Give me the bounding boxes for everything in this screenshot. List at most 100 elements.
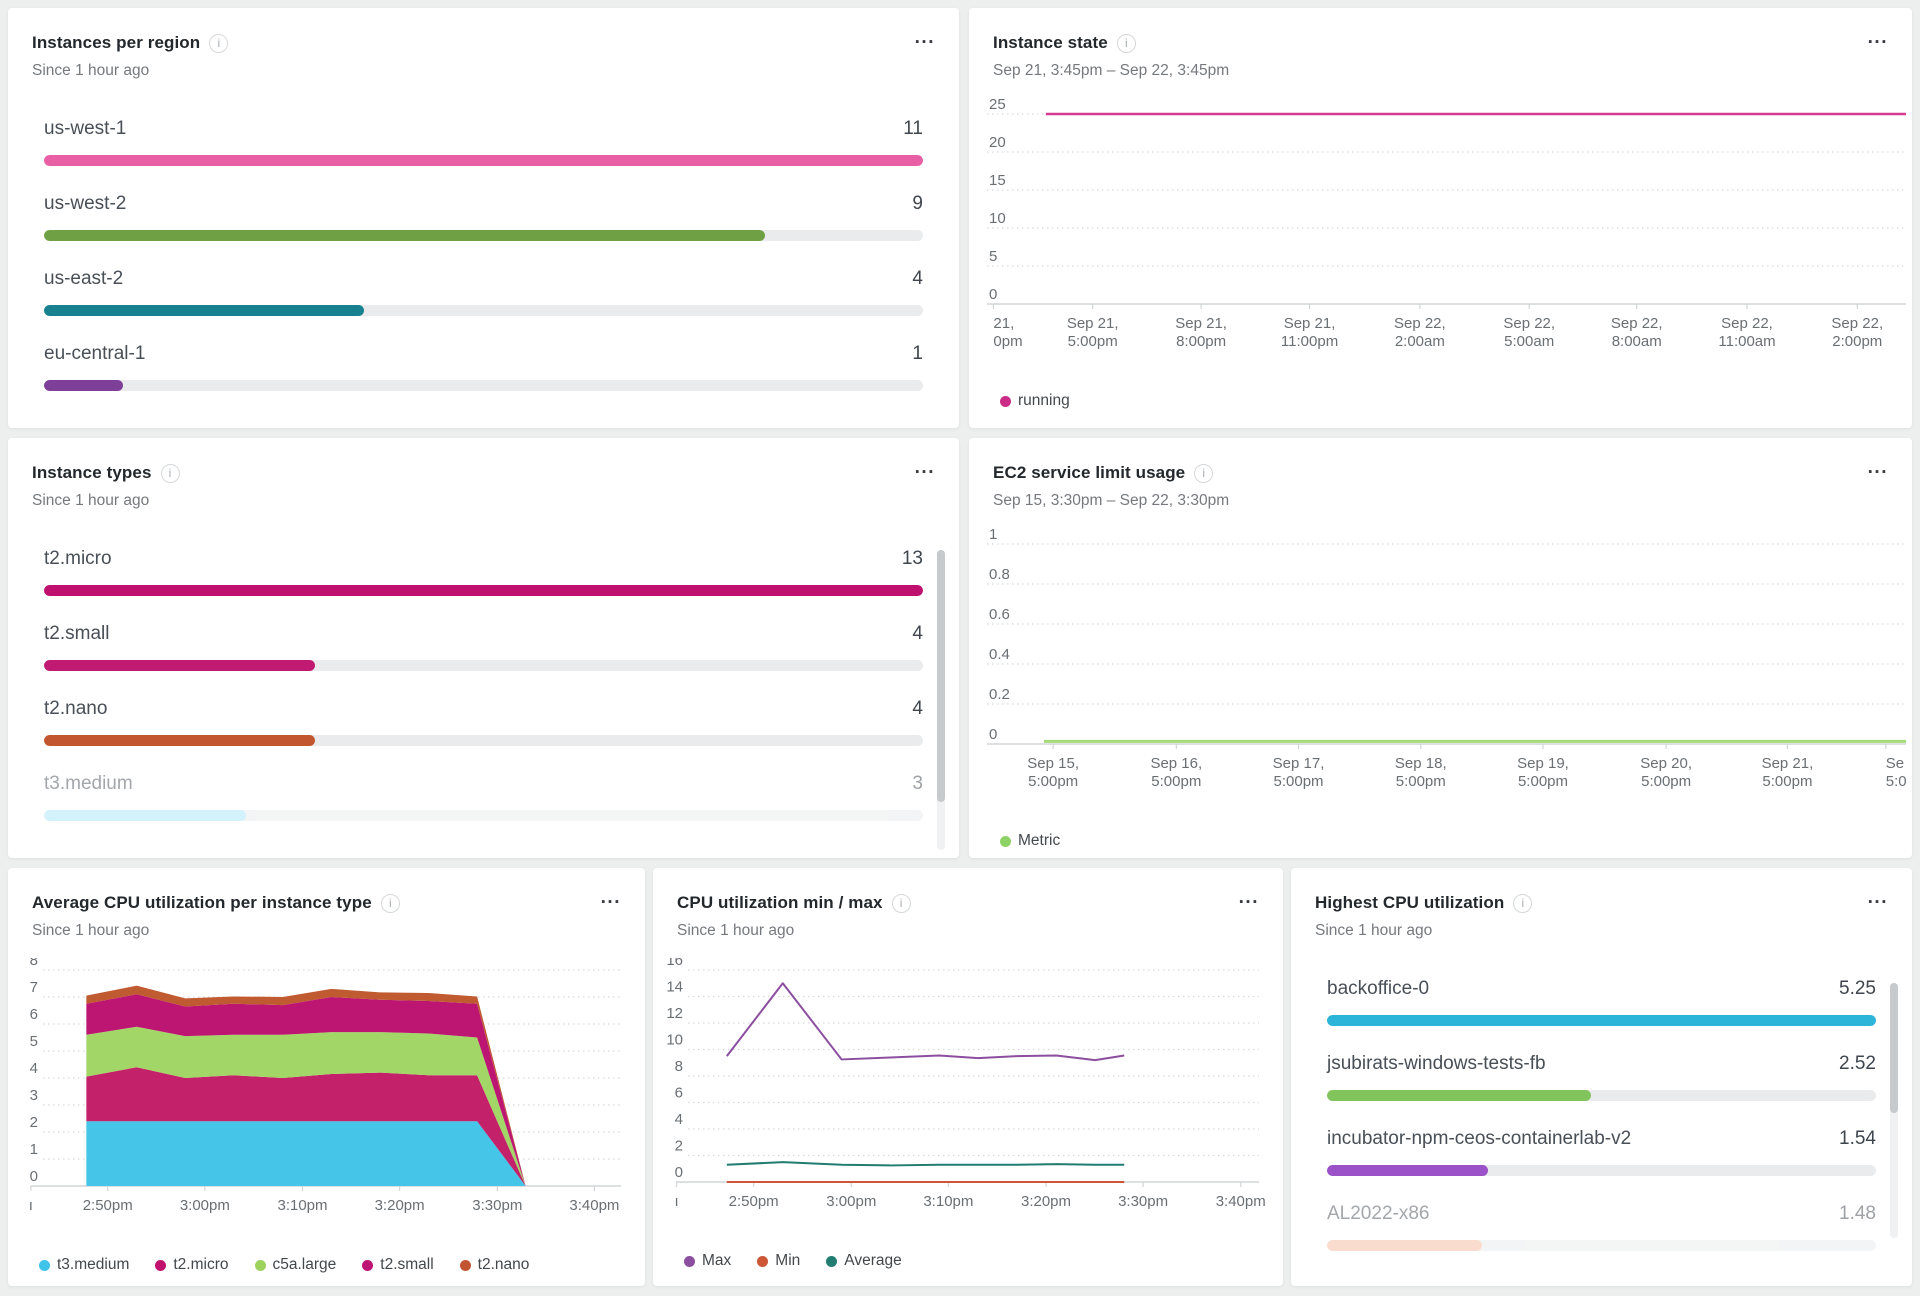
area-c5a.large [86, 1026, 526, 1186]
bar-value: 5.25 [1839, 978, 1876, 999]
bar-fill [44, 585, 923, 596]
avg_cpu_per_instance_type-legend: t3.medium t2.micro c5a.large t2.small t2.nan… [39, 1256, 639, 1274]
bar-row[interactable]: t2.nano 4 [44, 698, 923, 746]
bar-label: us-west-2 [44, 193, 127, 214]
page-title: Instances per region [32, 33, 201, 52]
x-axis-label: 5:0 [1886, 773, 1906, 790]
panel-header: Instances per region i ... Since 1 hour … [32, 27, 935, 80]
x-axis-label: 5:00pm [1641, 773, 1691, 790]
info-icon[interactable]: i [160, 463, 180, 483]
bar-label: t2.small [44, 623, 110, 644]
cpu_min_max-legend: Max Min Average [684, 1252, 1277, 1270]
bar-label: us-east-2 [44, 268, 124, 289]
panel-menu-button[interactable]: ... [914, 457, 935, 478]
info-icon[interactable]: i [380, 893, 400, 913]
x-axis-label: Sep 21, [1175, 315, 1227, 332]
bar-row[interactable]: jsubirats-windows-tests-fb 2.52 [1327, 1053, 1876, 1101]
y-axis-label: 10 [989, 210, 1006, 227]
x-axis-label: 2:00pm [1832, 333, 1882, 350]
legend-item[interactable]: Metric [1000, 832, 1060, 850]
x-axis-label: 3:10pm [923, 1193, 973, 1210]
x-axis-label: Sep 19, [1517, 755, 1569, 772]
legend-item[interactable]: t2.nano [459, 1256, 530, 1274]
legend-item[interactable]: c5a.large [254, 1256, 336, 1274]
bar-row[interactable]: eu-central-1 1 [44, 343, 923, 391]
avg_cpu_per_instance_type-svg: 8 7 6 5 4 3 2 1 0 ı 2:50pm 3:00pm 3:10pm 3:20pm 3:30pm… [29, 958, 621, 1214]
area-t2.micro [86, 1067, 526, 1186]
y-axis-label: 8 [30, 958, 38, 969]
legend-label: Average [844, 1252, 902, 1269]
bar-label: backoffice-0 [1327, 978, 1430, 999]
panel-menu-button[interactable]: ... [914, 27, 935, 48]
bar-value: 4 [912, 623, 923, 644]
x-axis-label: 5:00pm [1518, 773, 1568, 790]
panel-cpu-min-max: CPU utilization min / max i ... Since 1 … [653, 868, 1283, 1286]
y-axis-label: 0.8 [989, 566, 1010, 583]
legend-item[interactable]: t2.micro [155, 1256, 229, 1274]
bar-row[interactable]: us-west-1 11 [44, 118, 923, 166]
legend-label: Metric [1018, 832, 1061, 849]
bar-row-header: us-west-2 9 [44, 193, 923, 215]
bar-track [44, 305, 923, 316]
y-axis-label: 2 [30, 1114, 38, 1131]
legend-item[interactable]: t2.small [362, 1256, 434, 1274]
legend-item[interactable]: t3.medium [39, 1256, 129, 1274]
bar-row[interactable]: incubator-npm-ceos-containerlab-v2 1.54 [1327, 1128, 1876, 1176]
x-axis-label: Sep 20, [1640, 755, 1692, 772]
legend-item[interactable]: Average [826, 1252, 902, 1270]
x-axis-label: 3:40pm [569, 1197, 619, 1214]
info-icon[interactable]: i [1513, 893, 1533, 913]
y-axis-label: 6 [30, 1006, 38, 1023]
panel-menu-button[interactable]: ... [600, 887, 621, 908]
x-axis-label: 5:00pm [1274, 773, 1324, 790]
bar-row[interactable]: backoffice-0 5.25 [1327, 978, 1876, 1026]
y-axis-label: 15 [989, 172, 1006, 189]
panel-highest-cpu-utilization: Highest CPU utilization i ... Since 1 ho… [1291, 868, 1912, 1286]
bar-track [44, 810, 923, 821]
legend-label: t2.nano [477, 1256, 530, 1273]
x-axis-label: 3:20pm [375, 1197, 425, 1214]
y-axis-label: 10 [666, 1032, 683, 1049]
bar-row[interactable]: t3.medium 3 [44, 773, 923, 821]
scrollbar-thumb[interactable] [1890, 983, 1898, 1113]
bar-row-header: us-west-1 11 [44, 118, 923, 140]
panel-subtitle: Since 1 hour ago [32, 62, 150, 79]
x-axis-label: 3:30pm [472, 1197, 522, 1214]
legend-item[interactable]: running [1000, 392, 1070, 410]
scrollbar-track[interactable] [1890, 983, 1898, 1238]
bar-row[interactable]: t2.small 4 [44, 623, 923, 671]
bar-row[interactable]: us-west-2 9 [44, 193, 923, 241]
bar-row[interactable]: t2.micro 13 [44, 548, 923, 596]
y-axis-label: 0 [989, 286, 997, 303]
info-icon[interactable]: i [1116, 33, 1136, 53]
bar-value: 1 [912, 343, 923, 364]
info-icon[interactable]: i [1194, 463, 1214, 483]
bar-row-header: jsubirats-windows-tests-fb 2.52 [1327, 1053, 1876, 1075]
bar-label: t2.nano [44, 698, 108, 719]
y-axis-label: 3 [30, 1087, 38, 1104]
legend-dot [362, 1259, 374, 1271]
panel-menu-button[interactable]: ... [1867, 27, 1888, 48]
panel-menu-button[interactable]: ... [1238, 887, 1259, 908]
panel-menu-button[interactable]: ... [1867, 457, 1888, 478]
bar-row-header: t2.micro 13 [44, 548, 923, 570]
bar-fill [1327, 1165, 1488, 1176]
bar-row[interactable]: AL2022-x86 1.48 [1327, 1203, 1876, 1251]
info-icon[interactable]: i [891, 893, 911, 913]
x-axis-label: 21, [993, 315, 1014, 332]
legend-dot [826, 1255, 838, 1267]
legend-item[interactable]: Min [757, 1252, 800, 1270]
x-axis-label: 8:00pm [1176, 333, 1226, 350]
info-icon[interactable]: i [209, 33, 229, 53]
panel-menu-button[interactable]: ... [1867, 887, 1888, 908]
bar-fill [44, 810, 247, 821]
scrollbar-track[interactable] [937, 550, 945, 850]
bar-label: us-west-1 [44, 118, 127, 139]
scrollbar-thumb[interactable] [937, 550, 945, 802]
bar-row-header: t2.nano 4 [44, 698, 923, 720]
bar-fill [1327, 1240, 1482, 1251]
bar-label: t2.micro [44, 548, 112, 569]
panel-header: Average CPU utilization per instance typ… [32, 887, 621, 940]
bar-row[interactable]: us-east-2 4 [44, 268, 923, 316]
legend-item[interactable]: Max [684, 1252, 731, 1270]
